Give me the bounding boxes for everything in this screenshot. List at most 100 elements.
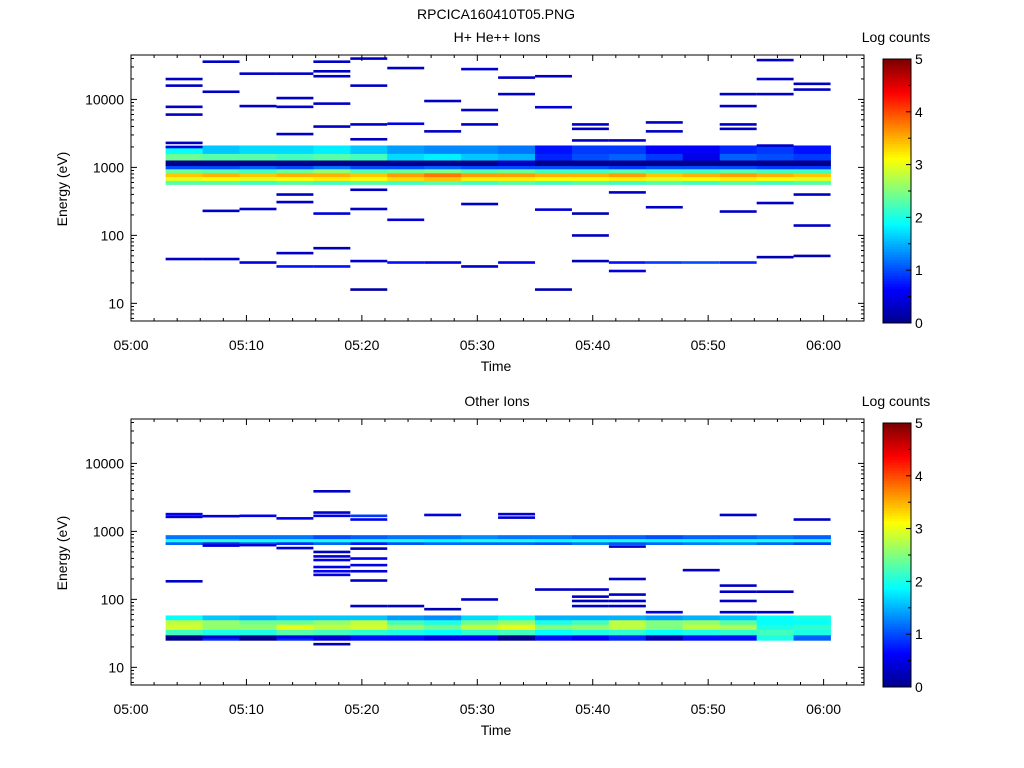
heatmap-cell [571, 595, 609, 598]
colorbar-swatch [883, 613, 911, 617]
heatmap-cell [350, 137, 388, 141]
colorbar-swatch [883, 249, 911, 253]
colorbar-swatch [883, 652, 911, 656]
heatmap-cell [276, 546, 314, 550]
heatmap-cell [424, 513, 462, 517]
y-tick-label: 10000 [85, 91, 124, 107]
colorbar-swatch [883, 148, 911, 152]
heatmap-cell [202, 514, 240, 518]
heatmap-cell [239, 176, 277, 181]
heatmap-cell [535, 538, 573, 543]
heatmap-cell [719, 172, 758, 178]
heatmap-cell [793, 172, 831, 178]
heatmap-cell [756, 180, 794, 185]
heatmap-cell [276, 535, 314, 540]
heatmap-cell [719, 619, 758, 625]
colorbar-swatch [883, 188, 911, 192]
colorbar-swatch [883, 499, 911, 503]
colorbar: 0 1 2 3 4 5 [882, 51, 923, 331]
colorbar-swatch [883, 655, 911, 659]
heatmap-cell [756, 624, 794, 630]
colorbar-swatch [883, 209, 911, 213]
heatmap-cell [682, 619, 721, 625]
heatmap-cell [719, 180, 758, 185]
heatmap-cell [387, 619, 425, 625]
colorbar-swatch [883, 470, 911, 474]
heatmap-cell [350, 172, 388, 178]
heatmap-cell [608, 541, 647, 545]
heatmap-cell [498, 160, 536, 167]
colorbar-swatch [883, 512, 911, 516]
x-tick-label: 05:00 [113, 337, 148, 353]
heatmap-cell [682, 535, 721, 540]
heatmap-cell [350, 629, 388, 636]
y-tick-label: 10 [108, 295, 124, 311]
heatmap-cell [682, 168, 721, 174]
colorbar-swatch [883, 196, 911, 200]
heatmap-cell [387, 145, 425, 154]
heatmap-cell [535, 208, 572, 211]
colorbar-swatch [883, 74, 911, 78]
colorbar-swatch [883, 125, 911, 129]
colorbar-swatch [883, 159, 911, 163]
heatmap-cell [719, 615, 758, 621]
colorbar-swatch [883, 668, 911, 672]
heatmap-cell [571, 172, 610, 178]
heatmap-cell [313, 60, 351, 63]
colorbar-swatch [883, 478, 911, 482]
heatmap-cell [313, 70, 351, 73]
heatmap-cell [239, 180, 277, 185]
colorbar-swatch [883, 515, 911, 519]
heatmap-cell [313, 629, 351, 636]
heatmap-cell [239, 629, 277, 636]
heatmap-cell [350, 207, 388, 211]
heatmap-cell [498, 168, 536, 174]
heatmap-cell [202, 153, 240, 161]
heatmap-cell [682, 541, 721, 545]
heatmap-cell [276, 251, 314, 255]
heatmap-cell [350, 538, 388, 543]
colorbar-tick-label: 5 [915, 51, 923, 67]
colorbar-swatch [883, 486, 911, 490]
colorbar-swatch [883, 650, 911, 654]
heatmap-cell [756, 144, 794, 147]
heatmap-cell [424, 615, 462, 621]
heatmap-cell [313, 565, 351, 569]
y-tick-label: 1000 [93, 523, 124, 539]
heatmap-cell [608, 160, 647, 167]
heatmap-cell [461, 629, 499, 636]
heatmap-cell [719, 176, 758, 181]
heatmap-cell [424, 176, 462, 181]
heatmap-cell [239, 624, 277, 630]
heatmap-cell [535, 105, 572, 109]
heatmap-cell [276, 168, 314, 174]
colorbar-swatch [883, 591, 911, 596]
heatmap-cell [313, 642, 351, 646]
heatmap-cell [313, 624, 351, 630]
colorbar-swatch [883, 241, 911, 245]
colorbar-swatch [883, 459, 911, 464]
heatmap-cell [793, 168, 831, 174]
colorbar-swatch [883, 605, 911, 609]
heatmap-cell [313, 569, 351, 573]
heatmap-cell [793, 624, 831, 630]
colorbar-swatch [883, 452, 911, 456]
heatmap-cell [608, 599, 646, 603]
heatmap-cell [239, 615, 277, 621]
heatmap-cell [535, 165, 573, 170]
heatmap-cell [645, 624, 684, 630]
heatmap-cell [276, 72, 314, 75]
heatmap-cell [202, 619, 240, 625]
heatmap-cell [350, 165, 388, 170]
heatmap-cell [424, 624, 462, 630]
heatmap-cell [165, 180, 203, 185]
heatmap-cell [313, 538, 351, 543]
colorbar-swatch [883, 438, 911, 442]
heatmap-cell [571, 180, 610, 185]
heatmap-cell [498, 176, 536, 181]
heatmap-cell [313, 555, 351, 558]
heatmap-cell [424, 629, 462, 636]
heatmap-cell [719, 590, 757, 594]
heatmap-cell [239, 634, 277, 641]
colorbar-swatch [883, 621, 911, 625]
